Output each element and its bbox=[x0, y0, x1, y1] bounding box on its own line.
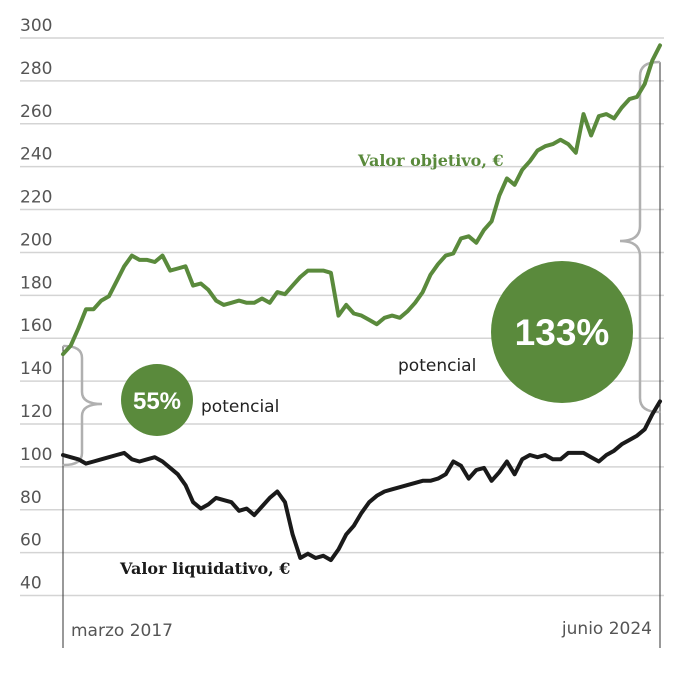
y-tick-label: 160 bbox=[20, 316, 52, 336]
x-end-label: junio 2024 bbox=[561, 619, 652, 639]
y-tick-label: 300 bbox=[20, 16, 52, 36]
potential-55-label: 55% bbox=[133, 388, 181, 415]
legend-valor-objetivo: Valor objetivo, € bbox=[357, 151, 504, 170]
y-tick-label: 140 bbox=[20, 359, 52, 379]
y-tick-label: 220 bbox=[20, 188, 52, 208]
y-tick-label: 40 bbox=[20, 574, 42, 594]
brace-large bbox=[619, 60, 661, 414]
y-tick-label: 180 bbox=[20, 273, 52, 293]
y-tick-label: 80 bbox=[20, 488, 42, 508]
y-tick-label: 120 bbox=[20, 402, 52, 422]
potential-133-text: potencial bbox=[398, 356, 476, 376]
y-tick-label: 240 bbox=[20, 145, 52, 165]
legend-valor-liquidativo: Valor liquidativo, € bbox=[119, 559, 290, 578]
potential-badge-133 bbox=[491, 261, 633, 403]
potential-badge-55 bbox=[121, 364, 193, 436]
y-tick-label: 100 bbox=[20, 445, 52, 465]
y-axis-ticks: 40 60 80 100 120 140 160 180 200 220 240 260 280 300 bbox=[20, 16, 52, 594]
series-line-valor-objetivo bbox=[61, 43, 662, 357]
potential-133-label: 133% bbox=[515, 312, 610, 353]
series-line-valor-liquidativo bbox=[61, 399, 662, 563]
y-tick-label: 60 bbox=[20, 531, 42, 551]
y-tick-label: 260 bbox=[20, 102, 52, 122]
x-start-label: marzo 2017 bbox=[71, 621, 173, 641]
potential-55-text: potencial bbox=[201, 397, 279, 417]
y-tick-label: 280 bbox=[20, 59, 52, 79]
series-lines bbox=[61, 43, 662, 563]
y-tick-label: 200 bbox=[20, 230, 52, 250]
brace-small bbox=[62, 344, 103, 467]
